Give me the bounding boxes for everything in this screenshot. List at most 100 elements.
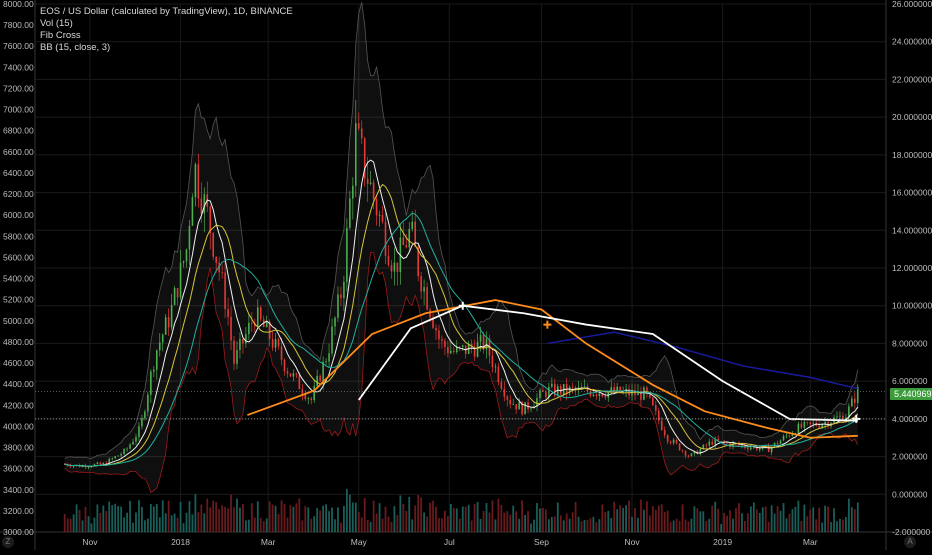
- candle-body: [274, 339, 277, 348]
- ma-short-line: [64, 159, 859, 467]
- volume-bar: [827, 506, 829, 532]
- candle-body: [307, 398, 310, 400]
- volume-bar: [129, 500, 131, 532]
- volume-bar: [467, 504, 470, 532]
- volume-bar: [322, 505, 325, 532]
- volume-bar: [191, 514, 194, 532]
- candle-body: [551, 383, 553, 387]
- volume-bar: [559, 515, 562, 532]
- volume-bar: [182, 523, 185, 532]
- left-axis-tick: 6200.00: [3, 189, 34, 199]
- volume-bar: [741, 513, 743, 532]
- auto-scale-button[interactable]: A: [904, 536, 916, 548]
- volume-bar: [669, 521, 672, 532]
- volume-bar: [390, 521, 393, 532]
- volume-bar: [301, 520, 304, 532]
- candle-body: [384, 221, 387, 256]
- candle-body: [788, 435, 791, 437]
- volume-bar: [752, 502, 755, 532]
- candle-body: [675, 439, 678, 444]
- left-axis-tick: 6600.00: [3, 147, 34, 157]
- volume-bar: [242, 503, 244, 532]
- volume-bar: [144, 520, 146, 532]
- bollinger-upper: [64, 2, 859, 459]
- candle-body: [150, 371, 152, 395]
- candle-body: [283, 359, 286, 372]
- volume-bar: [414, 505, 417, 532]
- candle-body: [179, 262, 182, 298]
- candle-body: [352, 185, 354, 199]
- volume-bar: [224, 506, 227, 532]
- volume-bar: [307, 507, 310, 532]
- candle-body: [265, 321, 268, 328]
- volume-bar: [521, 500, 524, 532]
- volume-bar: [767, 521, 770, 532]
- candle-body: [482, 335, 485, 350]
- volume-bar: [571, 512, 574, 532]
- volume-bar: [735, 508, 737, 532]
- candle-body: [583, 386, 586, 388]
- candle-body: [117, 455, 119, 457]
- candle-body: [711, 441, 714, 445]
- candle-body: [827, 421, 829, 427]
- candle-body: [506, 396, 509, 400]
- timezone-button[interactable]: Z: [2, 536, 14, 548]
- volume-bar: [515, 511, 518, 532]
- volume-bar: [340, 522, 342, 532]
- volume-bar: [250, 503, 253, 532]
- volume-bar: [114, 503, 117, 532]
- candle-body: [539, 390, 541, 398]
- candle-body: [536, 397, 538, 407]
- x-axis-tick: Nov: [82, 537, 98, 547]
- candle-body: [286, 371, 289, 374]
- candle-body: [390, 265, 393, 272]
- volume-bar: [375, 513, 378, 532]
- ma-yellow-line: [64, 183, 859, 467]
- candle-body: [747, 447, 749, 450]
- candle-body: [304, 394, 307, 400]
- volume-bar: [788, 513, 791, 532]
- volume-bar: [233, 507, 235, 532]
- right-axis-tick: 20.000000: [892, 112, 932, 122]
- volume-bar: [200, 504, 203, 532]
- candle-body: [750, 447, 752, 450]
- candle-body: [221, 272, 223, 274]
- volume-bar: [699, 511, 702, 532]
- candle-body: [99, 462, 102, 465]
- candle-body: [521, 402, 523, 415]
- volume-bar: [423, 512, 426, 532]
- candle-body: [426, 287, 428, 310]
- candle-body: [135, 436, 137, 442]
- volume-bar: [381, 518, 384, 532]
- volume-bar: [791, 509, 794, 532]
- candle-body: [375, 199, 378, 216]
- candle-body: [161, 334, 164, 343]
- left-axis-tick: 4000.00: [3, 421, 34, 431]
- volume-bar: [717, 508, 720, 532]
- candle-body: [637, 390, 639, 396]
- candle-body: [545, 391, 547, 398]
- volume-bar: [152, 506, 155, 532]
- volume-bar: [586, 519, 589, 532]
- candle-body: [800, 423, 803, 428]
- volume-bar: [675, 518, 678, 532]
- candle-body: [96, 462, 99, 465]
- candle-body: [340, 294, 342, 299]
- volume-bar: [536, 503, 538, 532]
- volume-bar: [360, 517, 363, 532]
- left-axis-tick: 3200.00: [3, 506, 34, 516]
- volume-bar: [654, 509, 657, 532]
- volume-bar: [63, 513, 66, 532]
- volume-bar: [102, 505, 105, 532]
- volume-bar: [331, 507, 333, 532]
- last-price-tag: 5.440969: [890, 388, 932, 400]
- candle-body: [500, 382, 503, 389]
- candle-body: [126, 448, 128, 450]
- candle-body: [791, 433, 794, 436]
- volume-bar: [776, 506, 779, 532]
- candle-body: [479, 335, 482, 342]
- volume-bar: [239, 507, 241, 532]
- candle-body: [200, 198, 203, 214]
